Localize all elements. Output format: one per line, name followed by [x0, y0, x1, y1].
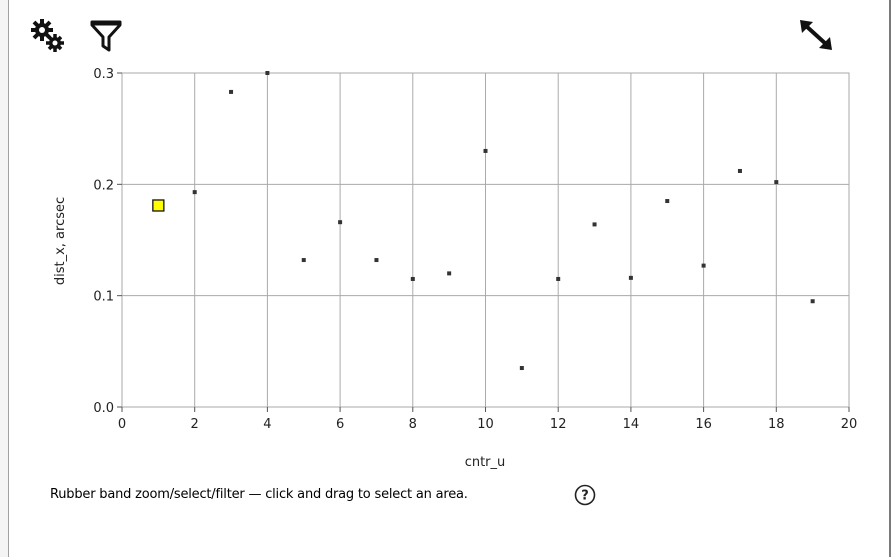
data-point[interactable] [483, 148, 488, 153]
x-axis-label: cntr_u [465, 455, 506, 470]
x-tick-label: 0 [118, 417, 126, 432]
y-tick-label: 0.1 [93, 290, 114, 305]
scatter-chart[interactable]: 0 2 4 6 8 10 12 14 16 18 20 0.0 0.1 0.2 0.3 cntr_u dis… [0, 0, 891, 480]
x-tick-label: 4 [263, 417, 271, 432]
y-tick-label: 0.3 [93, 67, 114, 82]
data-point[interactable] [774, 180, 779, 185]
x-tick-label: 2 [191, 417, 199, 432]
instruction-text: Rubber band zoom/select/filter — click a… [50, 487, 468, 502]
data-point[interactable] [810, 299, 815, 304]
data-point[interactable] [338, 220, 343, 225]
data-point[interactable] [701, 263, 706, 268]
data-point[interactable] [628, 275, 633, 280]
chart-points[interactable] [152, 71, 815, 371]
data-point[interactable] [229, 89, 234, 94]
data-point[interactable] [556, 276, 561, 281]
data-point[interactable] [737, 168, 742, 173]
expand-arrows-icon[interactable] [796, 14, 836, 56]
question-circle-icon[interactable]: ? [573, 483, 597, 507]
chart-grid [121, 72, 850, 408]
x-tick-label: 6 [336, 417, 344, 432]
x-tick-label: 16 [695, 417, 712, 432]
funnel-icon[interactable] [88, 16, 124, 56]
chart-axes [117, 72, 850, 412]
data-point[interactable] [519, 366, 524, 371]
right-panel-border [889, 0, 891, 557]
data-point[interactable] [301, 258, 306, 263]
x-tick-label: 10 [477, 417, 494, 432]
data-point[interactable] [592, 222, 597, 227]
y-tick-label: 0.0 [93, 401, 114, 416]
x-tick-label: 8 [409, 417, 417, 432]
data-point[interactable] [374, 258, 379, 263]
data-point[interactable] [192, 190, 197, 195]
x-tick-label: 18 [768, 417, 785, 432]
svg-text:?: ? [581, 489, 589, 504]
left-panel-border [0, 0, 9, 557]
x-tick-label: 14 [623, 417, 640, 432]
data-point[interactable] [447, 271, 452, 276]
y-tick-label: 0.2 [93, 178, 114, 193]
gears-icon[interactable] [28, 16, 70, 58]
highlighted-point[interactable] [152, 199, 165, 212]
data-point[interactable] [665, 199, 670, 204]
data-point[interactable] [410, 276, 415, 281]
x-tick-label: 12 [550, 417, 567, 432]
chart-tick-labels: 0 2 4 6 8 10 12 14 16 18 20 0.0 0.1 0.2 0.3 [93, 67, 857, 432]
y-axis-label: dist_x, arcsec [53, 197, 68, 285]
x-tick-label: 20 [841, 417, 858, 432]
data-point[interactable] [265, 71, 270, 75]
